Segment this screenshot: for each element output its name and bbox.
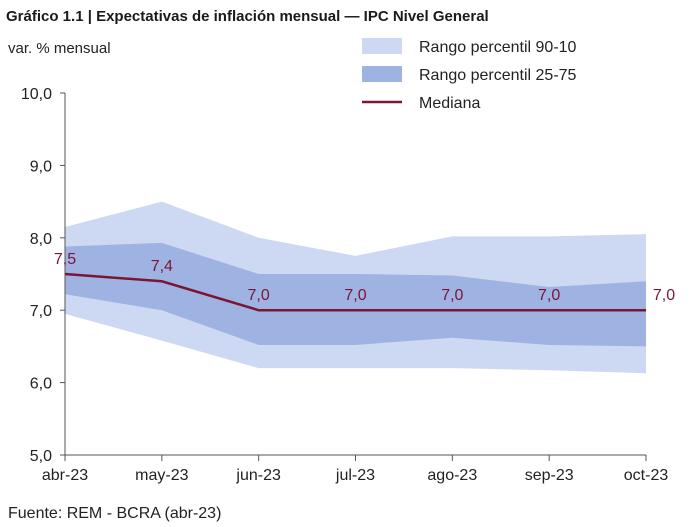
- legend-label: Rango percentil 25-75: [419, 67, 577, 84]
- axes-layer: 5,0 6,0 7,0 8,0 9,0 10,0 abr-23 may-23 jun-23 jul…: [21, 86, 668, 484]
- x-tick-label: jul-23: [335, 467, 375, 484]
- data-label: 7,0: [441, 287, 463, 304]
- legend-label: Mediana: [419, 95, 480, 112]
- data-label: 7,4: [151, 258, 173, 275]
- legend-label: Rango percentil 90-10: [419, 39, 577, 56]
- source-note: Fuente: REM - BCRA (abr-23): [8, 505, 221, 522]
- data-label: 7,5: [54, 251, 76, 268]
- median-line: [64, 272, 646, 312]
- median-layer: [64, 272, 646, 312]
- y-tick-label: 5,0: [30, 448, 52, 465]
- x-tick-label: jun-23: [235, 467, 281, 484]
- y-tick-label: 9,0: [30, 158, 52, 175]
- x-tick-label: sep-23: [525, 467, 574, 484]
- y-tick-label: 10,0: [21, 86, 52, 103]
- x-tick-label: ago-23: [427, 467, 477, 484]
- y-tick-label: 7,0: [30, 303, 52, 320]
- legend-swatch-p90-10: [362, 38, 402, 54]
- data-labels-layer: 7,5 7,4 7,0 7,0 7,0 7,0 7,0: [54, 251, 675, 304]
- y-tick-label: 8,0: [30, 231, 52, 248]
- data-label: 7,0: [248, 287, 270, 304]
- x-tick-label: abr-23: [42, 467, 88, 484]
- chart-title: Gráfico 1.1 | Expectativas de inflación …: [6, 8, 489, 25]
- y-axis-label: var. % mensual: [8, 40, 111, 57]
- data-label: 7,0: [538, 287, 560, 304]
- legend: Rango percentil 90-10 Rango percentil 25-…: [362, 38, 577, 112]
- bands-layer: [65, 201, 646, 374]
- y-tick-label: 6,0: [30, 376, 52, 393]
- data-label: 7,0: [653, 287, 675, 304]
- band-p25-75: [65, 242, 646, 347]
- x-tick-label: may-23: [135, 467, 188, 484]
- x-tick-label: oct-23: [624, 467, 669, 484]
- legend-swatch-p25-75: [362, 66, 402, 82]
- data-label: 7,0: [344, 287, 366, 304]
